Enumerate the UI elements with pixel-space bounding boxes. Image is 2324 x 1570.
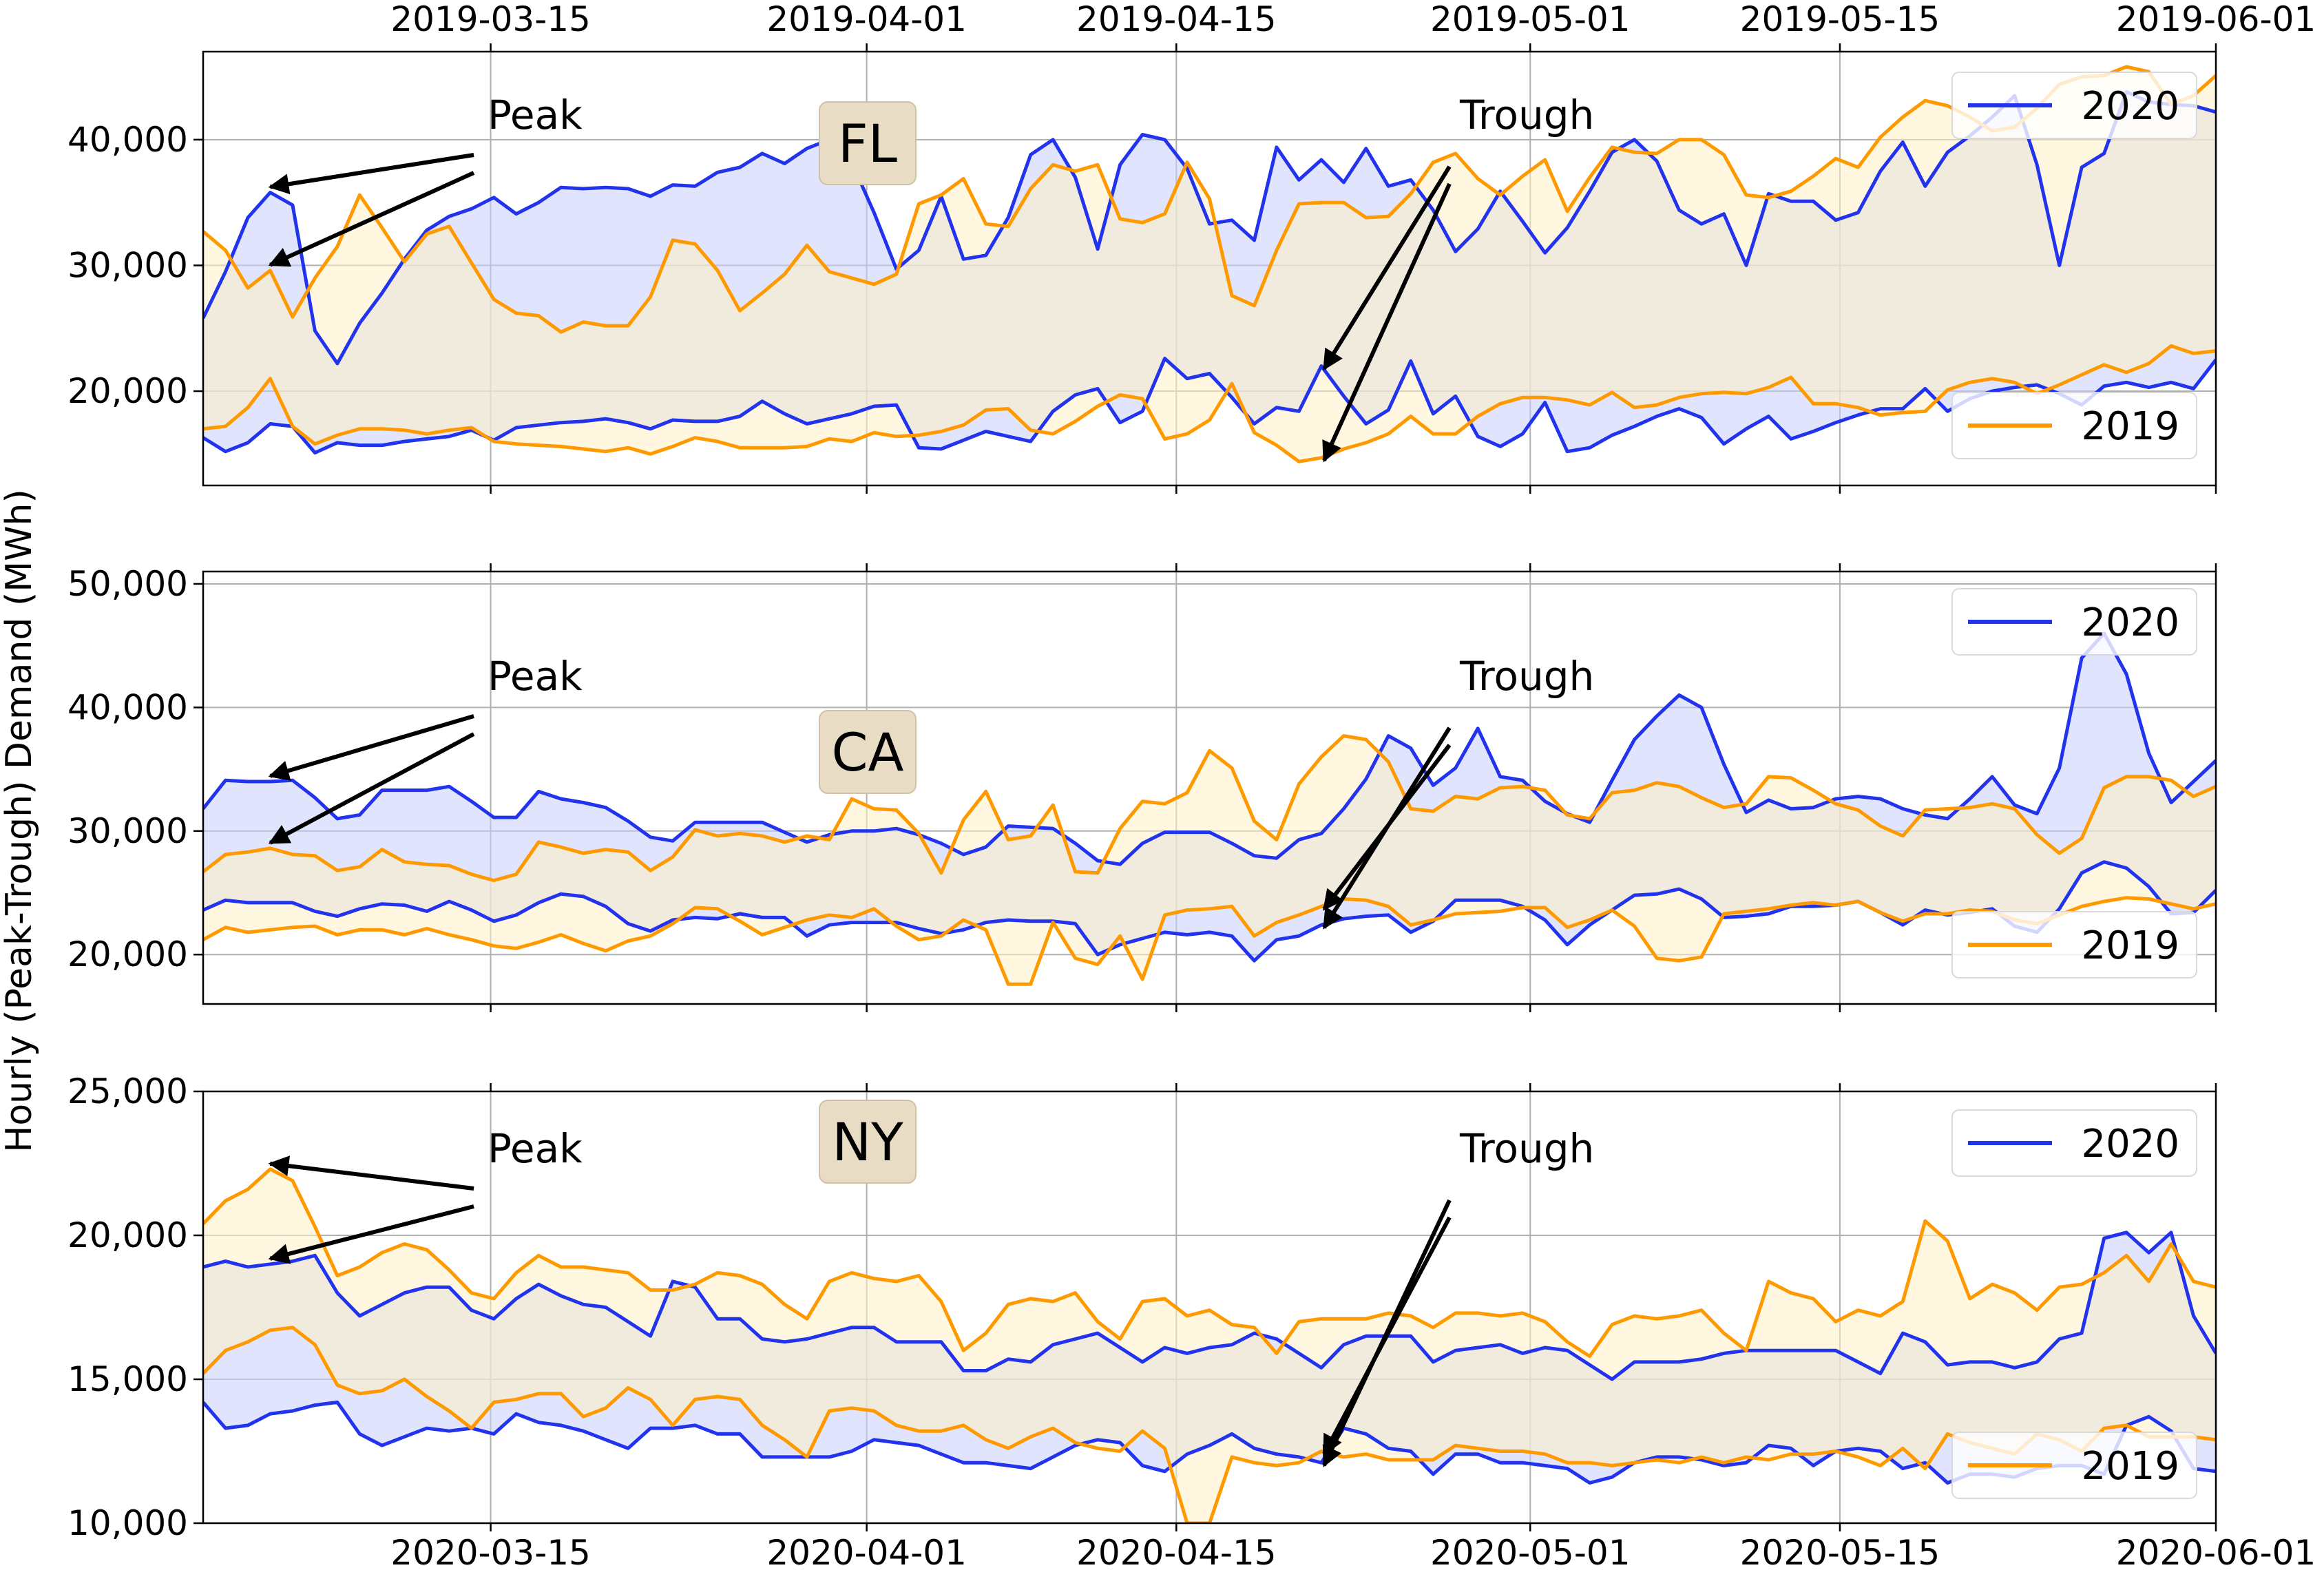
bottom-x-tick-label: 2020-06-01 [2116,1533,2316,1570]
y-tick-label: 40,000 [67,687,188,727]
panel-label-box [819,710,917,794]
annotations: Peak Trough [268,92,1594,463]
y-tick-label: 30,000 [67,245,188,285]
trough-annotation: Trough [1459,1125,1594,1172]
annotations: Peak Trough [268,1125,1594,1467]
series-2020-trough-line [203,357,2216,454]
panel-label-text: FL [838,113,897,174]
trough-arrow [1322,1216,1452,1456]
panel-label-box [819,101,917,185]
axes-frame [202,570,2217,1005]
legend-label: 2020 [2081,84,2179,129]
y-tick-label: 25,000 [67,1071,188,1111]
peak-arrow [268,1204,474,1264]
panel-ny: 10,000 15,000 20,000 25,000 NY 2020 2019 Peak Tr… [67,1071,2217,1543]
top-x-tick-label: 2019-04-15 [1076,0,1277,39]
y-tick-label: 10,000 [67,1503,188,1543]
peak-arrow [268,714,474,781]
peak-arrow [268,171,475,267]
plot-area [203,65,2216,463]
legend-box [1951,72,2197,139]
panel-label: NY [819,1100,917,1184]
panel-label: FL [819,101,917,185]
legend-box [1951,1432,2197,1499]
trough-arrow [1322,182,1452,463]
legend-2020: 2020 [1951,1109,2197,1177]
legend-label: 2020 [2081,600,2179,645]
plot-area [203,631,2216,986]
y-tick-label: 15,000 [67,1359,188,1399]
bottom-x-tick-label: 2020-04-15 [1076,1533,1277,1570]
legend-2019: 2019 [1951,392,2197,459]
peak-annotation: Peak [488,653,583,700]
y-tick-label: 20,000 [67,934,188,974]
series-2019-peak-line [203,734,2216,883]
bottom-x-tick-label: 2020-04-01 [766,1533,967,1570]
legend-label: 2019 [2081,1444,2179,1489]
axes-frame [202,50,2217,487]
top-x-tick-label: 2019-05-01 [1430,0,1631,39]
y-tick-label: 20,000 [67,371,188,411]
y-axis-label: Hourly (Peak-Trough) Demand (MWh) [0,489,40,1153]
legend-label: 2020 [2081,1122,2179,1166]
legend-2020: 2020 [1951,72,2197,139]
top-x-tick-label: 2019-05-15 [1740,0,1940,39]
series-2019-peak-line [203,65,2216,334]
top-x-tick-label: 2019-04-01 [766,0,967,39]
series-2020-trough-line [203,1400,2216,1485]
legend-2019: 2019 [1951,1432,2197,1499]
peak-arrow [268,153,474,195]
panel-label-text: NY [832,1111,903,1173]
plot-area [203,1167,2216,1523]
legend-2019: 2019 [1951,911,2197,978]
panel-ca: 20,000 30,000 40,000 50,000 CA 2020 2019 Peak Tr… [67,563,2217,1012]
trough-annotation: Trough [1459,92,1594,138]
y-tick-label: 30,000 [67,811,188,851]
y-tick-label: 20,000 [67,1215,188,1255]
panel-fl: 20,000 30,000 40,000 FL 2020 2019 Peak Trough [67,43,2217,494]
legend-label: 2019 [2081,404,2179,449]
y-tick-label: 50,000 [67,564,188,604]
series-2019-peak-line [203,1167,2216,1359]
bottom-x-tick-label: 2020-05-15 [1740,1533,1940,1570]
peak-arrow [268,732,475,845]
peak-annotation: Peak [488,92,583,138]
series-2019-trough-line [203,1326,2216,1523]
legend-2020: 2020 [1951,588,2197,656]
band-2019 [203,66,2216,462]
top-x-tick-label: 2019-06-01 [2116,0,2316,39]
peak-arrow [268,1155,474,1191]
axes-frame [202,1090,2217,1525]
trough-arrow [1322,744,1452,911]
y-tick-label: 40,000 [67,120,188,160]
annotations: Peak Trough [268,653,1594,930]
bottom-x-tick-label: 2020-05-01 [1430,1533,1631,1570]
panel-label: CA [819,710,917,794]
series-2020-peak-line [203,90,2216,366]
panel-label-text: CA [831,722,903,783]
series-2019-trough-line [203,344,2216,463]
legend-box [1951,392,2197,459]
legend-box [1951,588,2197,656]
series-2020-peak-line [203,1231,2216,1381]
trough-arrow [1322,165,1452,371]
top-x-axis-ticks: 2019-03-15 2019-04-01 2019-04-15 2019-05-01… [390,0,2316,39]
top-x-tick-label: 2019-03-15 [390,0,591,39]
legend-label: 2019 [2081,923,2179,968]
trough-annotation: Trough [1459,653,1594,700]
legend-box [1951,1109,2197,1177]
bottom-x-tick-label: 2020-03-15 [390,1533,591,1570]
legend-box [1951,911,2197,978]
bottom-x-axis-ticks: 2020-03-15 2020-04-01 2020-04-15 2020-05-01… [390,1533,2316,1570]
panel-label-box [819,1100,917,1184]
peak-annotation: Peak [488,1125,583,1172]
band-2019 [203,735,2216,985]
series-2020-peak-line [203,631,2216,866]
series-2019-trough-line [203,896,2216,986]
